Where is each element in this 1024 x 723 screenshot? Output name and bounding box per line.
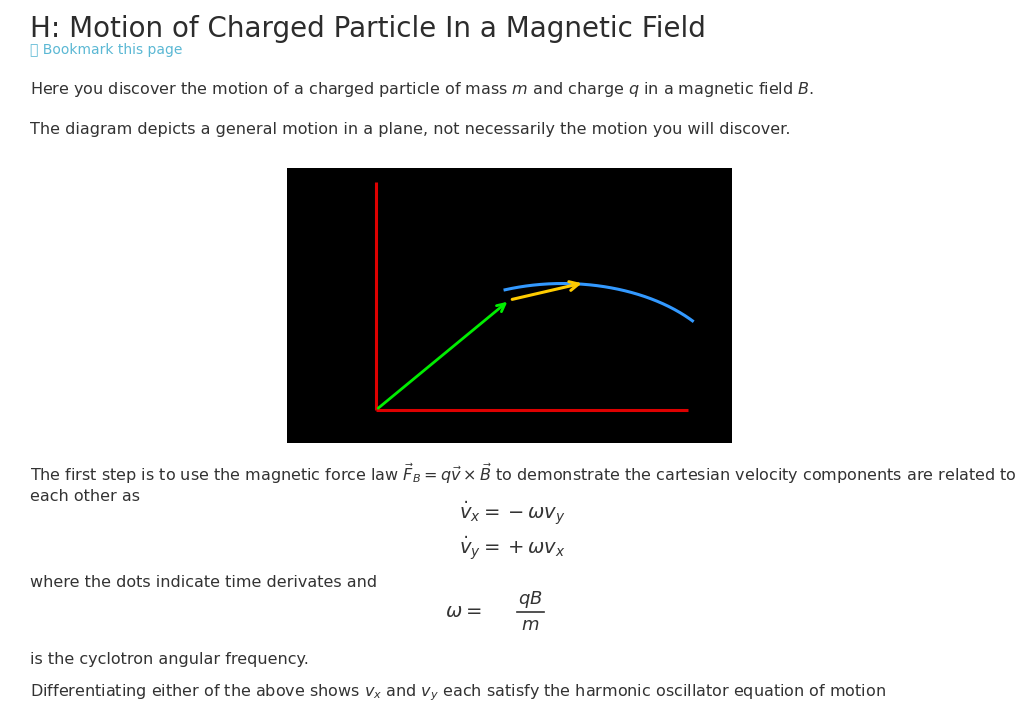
Text: $m$: $m$	[521, 616, 540, 634]
Text: $qB$: $qB$	[518, 589, 543, 610]
Text: Differentiating either of the above shows $v_x$ and $v_y$ each satisfy the harmo: Differentiating either of the above show…	[30, 682, 886, 703]
Text: $\dot{v}_y = +\omega v_x$: $\dot{v}_y = +\omega v_x$	[459, 535, 565, 563]
Text: The diagram depicts a general motion in a plane, not necessarily the motion you : The diagram depicts a general motion in …	[30, 122, 791, 137]
Text: The first step is to use the magnetic force law $\vec{F}_B = q\vec{v} \times \ve: The first step is to use the magnetic fo…	[30, 462, 1017, 504]
Text: H: Motion of Charged Particle In a Magnetic Field: H: Motion of Charged Particle In a Magne…	[30, 15, 706, 43]
Text: ␔ Bookmark this page: ␔ Bookmark this page	[30, 43, 182, 57]
Text: where the dots indicate time derivates and: where the dots indicate time derivates a…	[30, 575, 377, 590]
Text: $\omega = $: $\omega = $	[445, 603, 482, 621]
Text: Here you discover the motion of a charged particle of mass $m$ and charge $q$ in: Here you discover the motion of a charge…	[30, 80, 814, 99]
Text: is the cyclotron angular frequency.: is the cyclotron angular frequency.	[30, 652, 309, 667]
Bar	[287, 168, 732, 443]
Text: $\dot{v}_x = -\omega v_y$: $\dot{v}_x = -\omega v_y$	[459, 500, 565, 528]
